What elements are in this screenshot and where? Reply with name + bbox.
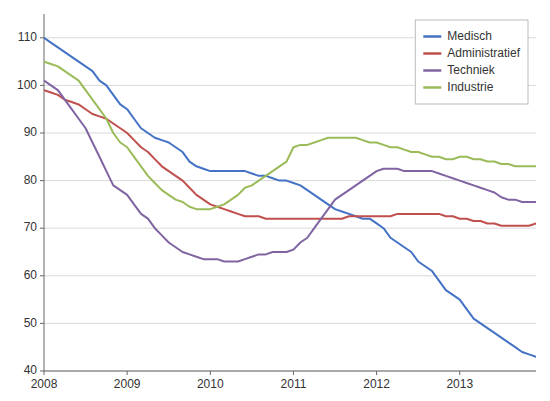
- x-tick-label: 2011: [281, 377, 307, 391]
- grid-line: [44, 323, 536, 324]
- legend-swatch: [423, 35, 441, 38]
- series-line: [44, 90, 536, 226]
- y-tick-label: 50: [24, 316, 38, 330]
- legend-swatch: [423, 86, 441, 89]
- x-tick: [459, 371, 460, 375]
- x-tick: [44, 371, 45, 375]
- legend-swatch: [423, 69, 441, 72]
- y-tick: [40, 37, 44, 38]
- y-tick: [40, 371, 44, 372]
- series-line: [44, 38, 536, 357]
- x-tick-label: 2013: [446, 377, 473, 391]
- y-tick-label: 80: [24, 173, 38, 187]
- x-tick: [210, 371, 211, 375]
- legend-label: Techniek: [447, 63, 495, 77]
- chart: 40 50 60 70 80 90 100 110 2008 2009 2010 2011 2012 20…: [0, 0, 550, 401]
- legend-swatch: [423, 52, 441, 55]
- grid-line: [44, 228, 536, 229]
- series-line: [44, 81, 536, 262]
- legend-box: [415, 20, 528, 104]
- y-tick: [40, 85, 44, 86]
- legend-label: Industrie: [447, 80, 493, 94]
- y-tick: [40, 228, 44, 229]
- grid-line: [44, 275, 536, 276]
- y-tick-label: 70: [24, 220, 38, 234]
- x-axis-line: [44, 371, 536, 372]
- lines: [44, 38, 536, 357]
- grid-line: [44, 133, 536, 134]
- legend-label: Administratief: [447, 46, 520, 60]
- y-tick: [40, 275, 44, 276]
- y-tick-label: 60: [24, 268, 38, 282]
- y-tick-label: 40: [24, 363, 38, 377]
- y-tick: [40, 133, 44, 134]
- y-tick-label: 110: [18, 30, 37, 44]
- legend-label: Medisch: [447, 29, 492, 43]
- y-tick: [40, 323, 44, 324]
- x-tick-label: 2008: [31, 377, 58, 391]
- x-tick-label: 2010: [197, 377, 224, 391]
- grid: [44, 38, 536, 371]
- grid-line: [44, 371, 536, 372]
- y-tick-label: 100: [17, 78, 37, 92]
- x-tick-label: 2012: [363, 377, 390, 391]
- x-tick: [293, 371, 294, 375]
- legend: Medisch Administratief Techniek Industrie: [415, 20, 528, 104]
- series-line: [44, 62, 536, 210]
- x-tick: [127, 371, 128, 375]
- y-axis-line: [44, 14, 45, 371]
- x-tick: [376, 371, 377, 375]
- y-tick: [40, 180, 44, 181]
- x-tick-label: 2009: [114, 377, 141, 391]
- y-tick-label: 90: [24, 125, 38, 139]
